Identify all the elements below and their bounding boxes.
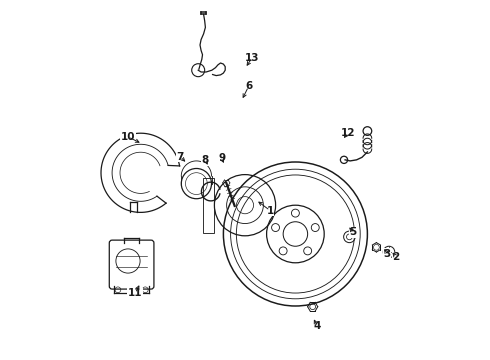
Text: 8: 8 [202, 155, 209, 165]
Bar [203, 178, 215, 233]
Text: 3: 3 [384, 249, 391, 259]
Text: 13: 13 [245, 53, 259, 63]
Text: 11: 11 [128, 288, 143, 298]
Text: 7: 7 [176, 152, 184, 162]
Text: 5: 5 [349, 227, 357, 237]
Text: 1: 1 [267, 206, 274, 216]
Text: 2: 2 [392, 252, 400, 262]
Text: 12: 12 [341, 128, 355, 138]
Text: 9: 9 [218, 153, 225, 163]
Text: 4: 4 [313, 321, 320, 331]
Text: 10: 10 [121, 132, 135, 142]
Text: 6: 6 [245, 81, 252, 91]
